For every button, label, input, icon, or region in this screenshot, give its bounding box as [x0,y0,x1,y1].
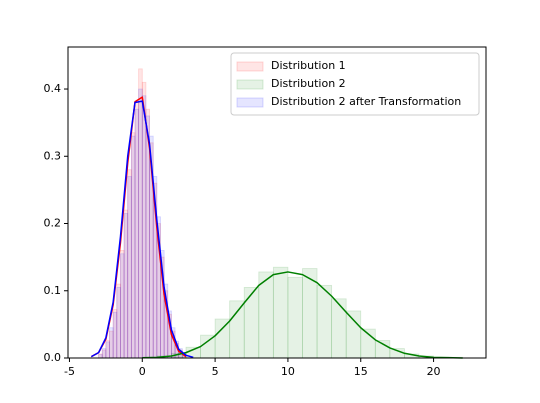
histogram-bar [98,354,103,359]
legend-swatch [236,61,264,72]
x-tick-label: -5 [64,365,75,378]
histogram-bar [145,115,150,359]
histogram-bar [127,176,132,359]
histogram-bar [112,311,118,359]
kde-line [90,100,194,359]
x-tick-label: 0 [139,365,146,378]
histogram-bar [214,318,231,359]
histogram-bar [138,88,143,359]
x-tick-label: 10 [281,365,295,378]
y-tick-label: 0.0 [44,351,62,364]
y-tick-label: 0.4 [44,82,62,95]
histogram-bar [105,341,110,359]
histogram-bar [200,334,216,359]
legend-label: Distribution 2 [271,77,346,90]
histogram-bar [243,286,260,359]
y-tick-label: 0.1 [44,284,62,297]
legend: Distribution 1 Distribution 2 Distribution… [230,52,480,116]
legend-swatch [236,97,264,108]
histogram-bar [130,135,136,359]
x-tick-label: 20 [427,365,441,378]
histogram-bar [272,266,289,359]
plot-frame [67,46,487,359]
legend-label: Distribution 1 [271,59,346,72]
x-tick-label: 15 [354,365,368,378]
histogram-bar [229,300,245,359]
x-tick-label: 5 [212,365,219,378]
histogram-bar [316,284,333,359]
histogram-bar [123,213,129,359]
legend-label: Distribution 2 after Transformation [271,95,461,108]
legend-swatch [236,79,264,90]
histogram-bar [331,298,347,359]
legend-box [230,52,480,116]
histogram-bar [258,271,274,359]
histogram-bar [345,310,362,359]
histogram-bar [120,253,125,359]
histogram-bar [287,276,303,359]
y-tick-label: 0.2 [44,217,62,230]
histogram-bar [109,327,114,359]
histogram-bar [134,108,140,359]
histogram-bar [141,95,147,359]
histogram-bar [101,348,107,359]
y-tick-label: 0.3 [44,149,62,162]
histogram-bar [116,286,121,359]
kde-line [142,271,463,359]
